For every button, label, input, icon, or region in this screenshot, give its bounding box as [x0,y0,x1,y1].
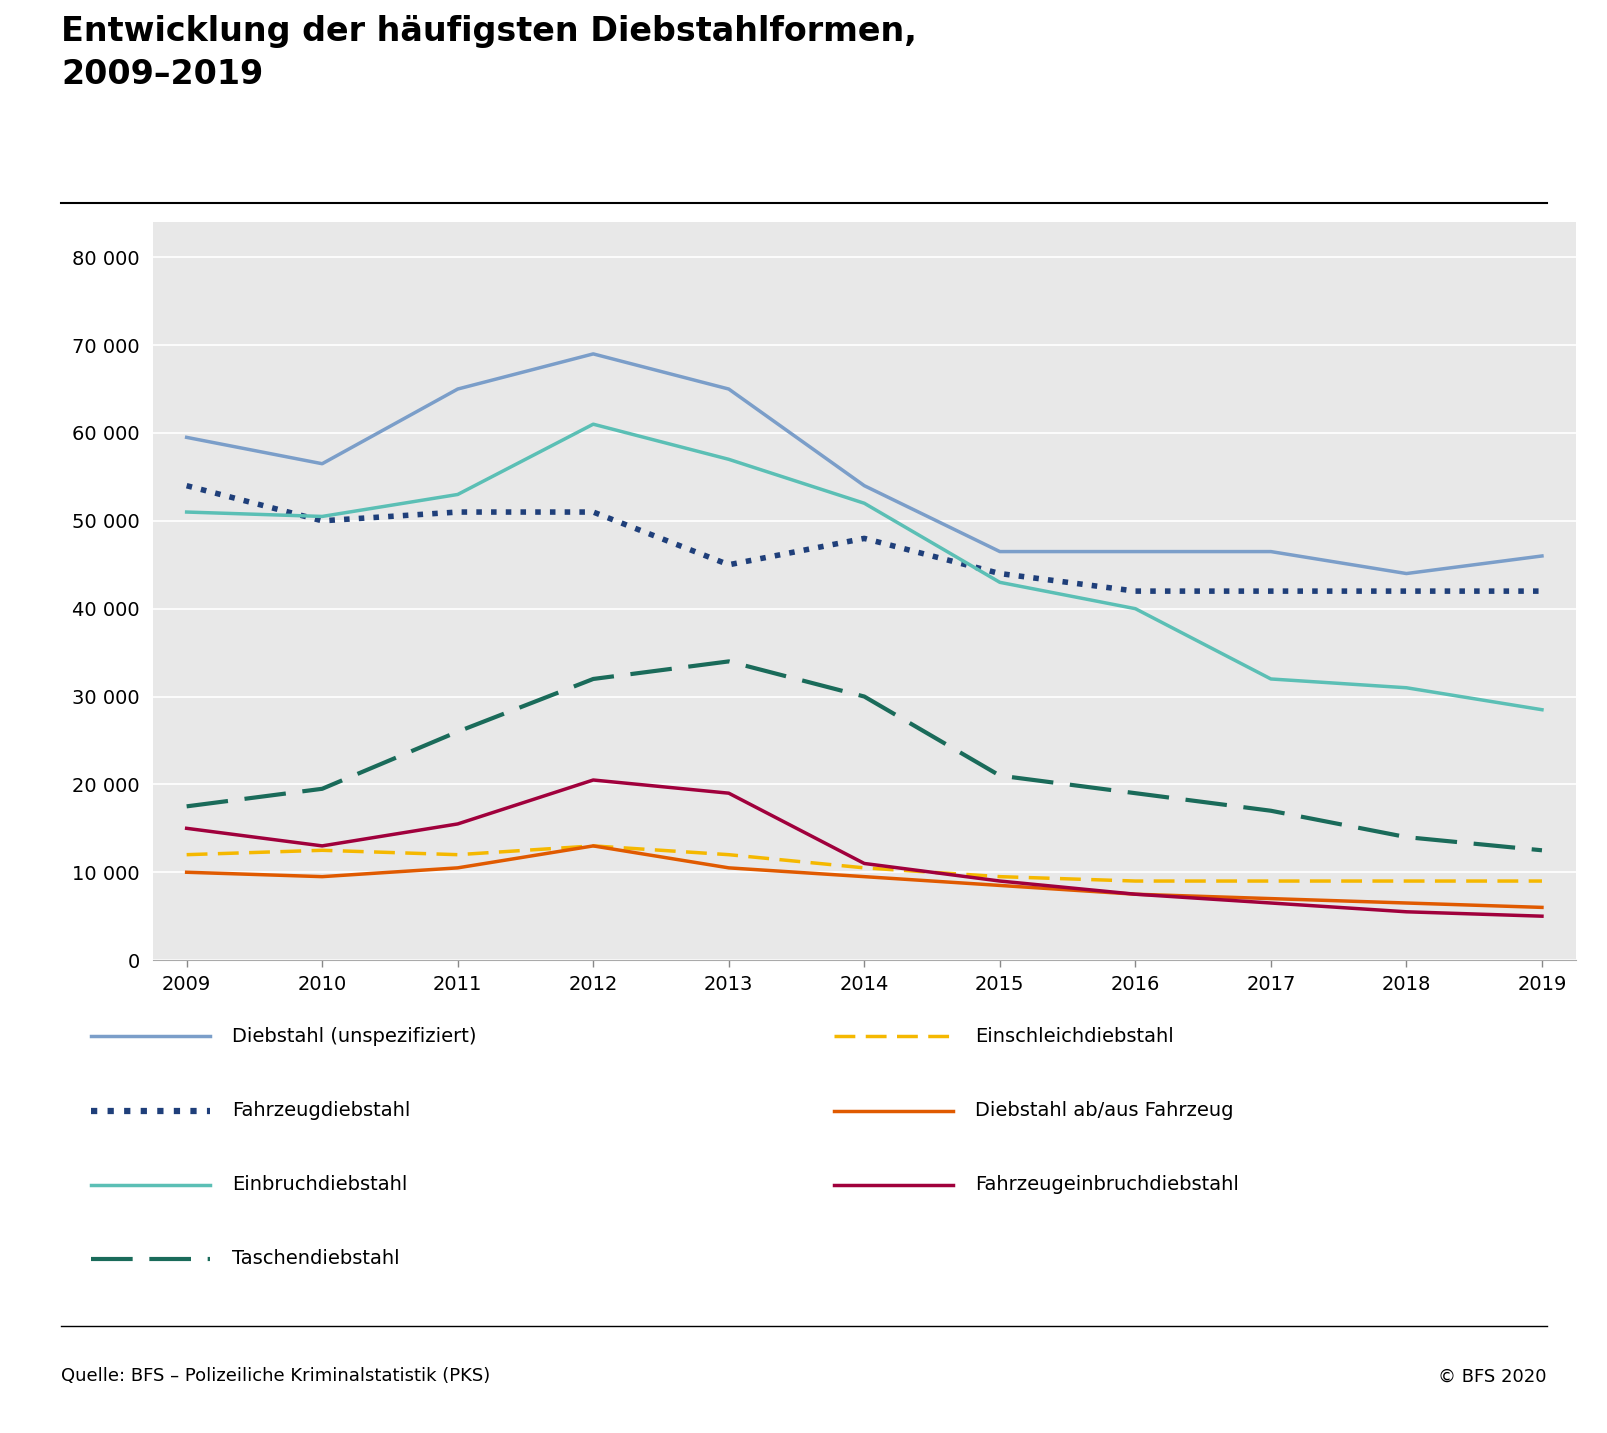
Text: © BFS 2020: © BFS 2020 [1438,1367,1546,1386]
Text: Entwicklung der häufigsten Diebstahlformen,
2009–2019: Entwicklung der häufigsten Diebstahlform… [61,16,916,90]
Text: Einbruchdiebstahl: Einbruchdiebstahl [231,1175,407,1194]
Text: Einschleichdiebstahl: Einschleichdiebstahl [974,1027,1173,1046]
Text: Taschendiebstahl: Taschendiebstahl [231,1250,400,1268]
Text: Fahrzeugeinbruchdiebstahl: Fahrzeugeinbruchdiebstahl [974,1175,1237,1194]
Text: Fahrzeugdiebstahl: Fahrzeugdiebstahl [231,1101,410,1121]
Text: Quelle: BFS – Polizeiliche Kriminalstatistik (PKS): Quelle: BFS – Polizeiliche Kriminalstati… [61,1367,490,1386]
Text: Diebstahl (unspezifiziert): Diebstahl (unspezifiziert) [231,1027,476,1046]
Text: Diebstahl ab/aus Fahrzeug: Diebstahl ab/aus Fahrzeug [974,1101,1233,1121]
